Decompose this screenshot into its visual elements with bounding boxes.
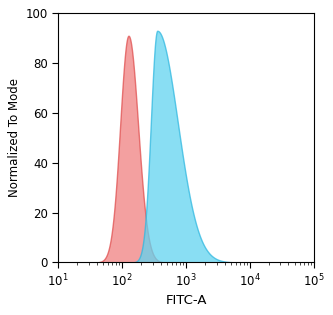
X-axis label: FITC-A: FITC-A bbox=[165, 294, 207, 307]
Y-axis label: Normalized To Mode: Normalized To Mode bbox=[8, 78, 21, 198]
